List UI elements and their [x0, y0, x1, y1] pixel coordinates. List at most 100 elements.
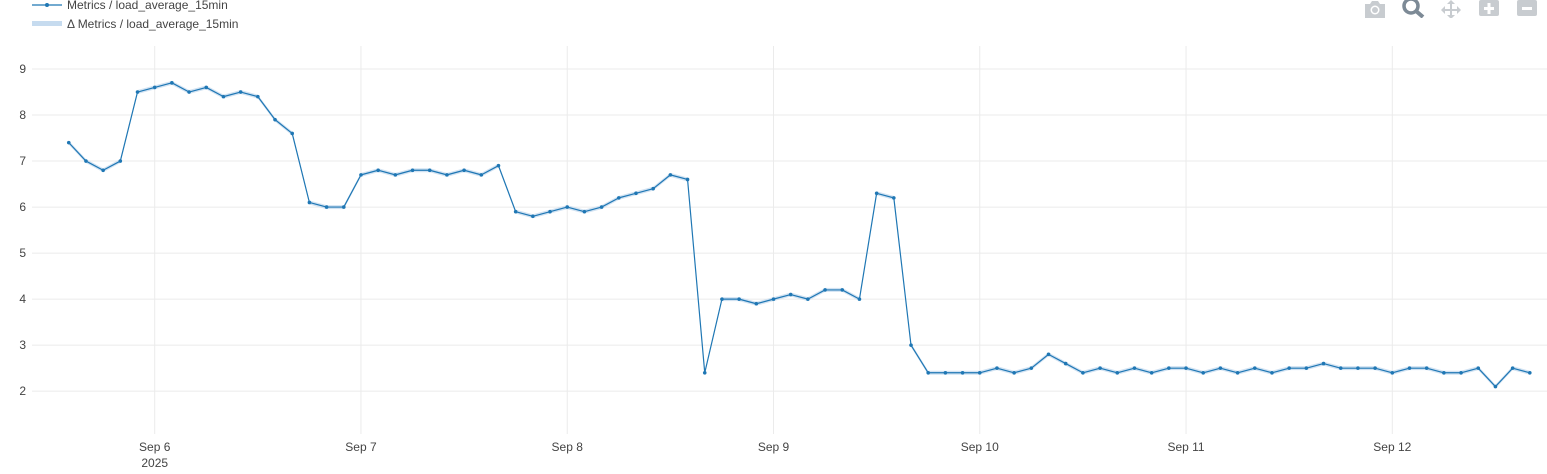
- data-point[interactable]: [1115, 370, 1120, 375]
- data-point[interactable]: [324, 205, 329, 209]
- data-point[interactable]: [118, 159, 123, 163]
- data-point[interactable]: [256, 94, 260, 99]
- data-point[interactable]: [1493, 384, 1498, 389]
- x-tick-label: Sep 7: [345, 440, 377, 454]
- pan-icon[interactable]: [1439, 0, 1463, 18]
- data-point[interactable]: [1442, 370, 1446, 375]
- data-point[interactable]: [1528, 370, 1532, 375]
- data-point[interactable]: [1081, 370, 1085, 375]
- data-point[interactable]: [1132, 366, 1137, 370]
- data-point[interactable]: [135, 90, 140, 94]
- data-point[interactable]: [170, 81, 174, 85]
- data-point[interactable]: [960, 370, 965, 375]
- data-point[interactable]: [1029, 366, 1034, 370]
- data-point[interactable]: [1012, 370, 1016, 375]
- data-point[interactable]: [1338, 366, 1343, 370]
- data-point[interactable]: [1373, 366, 1377, 370]
- legend-marker-swatch: [45, 3, 49, 7]
- data-point[interactable]: [1321, 361, 1326, 366]
- data-point[interactable]: [548, 209, 552, 214]
- data-point[interactable]: [892, 196, 896, 200]
- data-point[interactable]: [204, 85, 209, 90]
- data-point[interactable]: [273, 117, 277, 122]
- y-tick-label: 2: [19, 384, 26, 398]
- data-point[interactable]: [806, 297, 810, 301]
- data-point[interactable]: [393, 173, 398, 177]
- data-point[interactable]: [1218, 366, 1223, 370]
- data-point[interactable]: [771, 297, 776, 301]
- data-point[interactable]: [513, 209, 518, 214]
- data-point[interactable]: [290, 131, 295, 136]
- data-point[interactable]: [1201, 370, 1206, 375]
- data-point[interactable]: [995, 366, 999, 370]
- data-point[interactable]: [720, 297, 724, 301]
- data-point[interactable]: [1459, 370, 1463, 375]
- data-point[interactable]: [1235, 370, 1240, 375]
- data-point[interactable]: [582, 209, 587, 214]
- legend-item-series[interactable]: Metrics / load_average_15min: [32, 0, 228, 12]
- data-point[interactable]: [1287, 366, 1291, 370]
- data-point[interactable]: [788, 292, 793, 297]
- data-point[interactable]: [427, 168, 432, 173]
- data-point[interactable]: [307, 200, 312, 205]
- zoom-in-icon[interactable]: [1477, 0, 1501, 18]
- data-point[interactable]: [926, 370, 930, 375]
- data-point[interactable]: [1098, 366, 1102, 370]
- data-point[interactable]: [376, 168, 380, 173]
- data-point[interactable]: [66, 140, 71, 145]
- data-point[interactable]: [101, 168, 105, 173]
- data-point[interactable]: [565, 205, 570, 209]
- data-point[interactable]: [599, 205, 604, 209]
- data-point[interactable]: [1304, 366, 1309, 370]
- data-point[interactable]: [909, 343, 913, 347]
- data-point[interactable]: [1407, 366, 1412, 370]
- data-point[interactable]: [531, 214, 535, 219]
- data-point[interactable]: [977, 370, 982, 375]
- data-point[interactable]: [341, 205, 346, 209]
- data-point[interactable]: [840, 288, 845, 292]
- x-tick-label: Sep 12: [1373, 440, 1411, 454]
- data-point[interactable]: [617, 196, 621, 200]
- data-point[interactable]: [1510, 366, 1515, 370]
- data-point[interactable]: [737, 297, 741, 301]
- data-point[interactable]: [410, 168, 415, 173]
- data-point[interactable]: [1184, 366, 1188, 370]
- legend-item-delta[interactable]: Δ Metrics / load_average_15min: [32, 17, 238, 31]
- gridlines: [32, 46, 1547, 434]
- data-point[interactable]: [238, 90, 243, 94]
- data-point[interactable]: [359, 173, 363, 177]
- zoom-out-icon[interactable]: [1515, 0, 1539, 18]
- data-point[interactable]: [1149, 370, 1154, 375]
- data-point[interactable]: [754, 301, 759, 306]
- data-point[interactable]: [1356, 366, 1360, 370]
- data-point[interactable]: [685, 177, 690, 182]
- data-point[interactable]: [445, 173, 449, 177]
- zoom-icon[interactable]: [1401, 0, 1425, 18]
- data-point[interactable]: [1167, 366, 1171, 370]
- data-point[interactable]: [152, 85, 157, 90]
- data-point[interactable]: [496, 163, 501, 168]
- data-point[interactable]: [668, 173, 673, 177]
- data-point[interactable]: [221, 94, 226, 99]
- data-point[interactable]: [1424, 366, 1429, 370]
- data-point[interactable]: [874, 191, 879, 196]
- data-point[interactable]: [479, 173, 484, 177]
- data-point[interactable]: [187, 90, 191, 94]
- data-point[interactable]: [1252, 366, 1257, 370]
- data-point[interactable]: [823, 288, 827, 292]
- data-point[interactable]: [634, 191, 638, 196]
- data-point[interactable]: [462, 168, 466, 173]
- data-point[interactable]: [1046, 352, 1051, 357]
- data-point[interactable]: [857, 297, 862, 301]
- data-point[interactable]: [1063, 361, 1068, 366]
- legend[interactable]: Metrics / load_average_15min Δ Metrics /…: [32, 0, 238, 31]
- camera-icon[interactable]: [1363, 0, 1387, 18]
- y-tick-label: 3: [19, 338, 26, 352]
- data-point[interactable]: [84, 159, 88, 163]
- data-point[interactable]: [1270, 370, 1274, 375]
- data-point[interactable]: [651, 186, 655, 191]
- data-point[interactable]: [1390, 370, 1395, 375]
- data-point[interactable]: [702, 370, 707, 375]
- data-point[interactable]: [1476, 366, 1481, 370]
- data-point[interactable]: [943, 370, 948, 375]
